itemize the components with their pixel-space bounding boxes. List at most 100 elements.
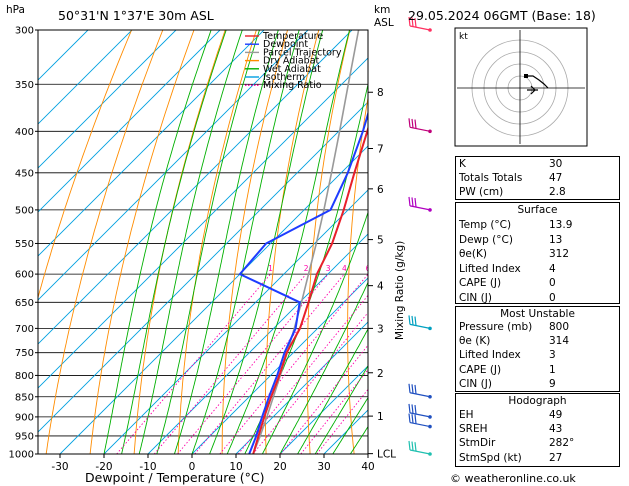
km-unit-label: km — [374, 4, 391, 16]
legend-label-2: Parcel Trajectory — [263, 47, 342, 58]
pressure-tick-label-700: 700 — [15, 324, 34, 335]
surface-value-5: 0 — [549, 291, 556, 304]
surface-label-2: θe(K) — [459, 248, 487, 260]
temp-tick-label--10: -10 — [139, 461, 156, 473]
mixing-ratio-line-4 — [194, 273, 345, 454]
temp-tick-label--20: -20 — [95, 461, 112, 473]
x-axis-title: Dewpoint / Temperature (°C) — [85, 470, 265, 485]
legend-item-5: Isotherm — [245, 72, 305, 83]
pressure-tick-label-500: 500 — [15, 205, 34, 216]
wet-adiabat-8 — [226, 30, 350, 454]
temperature-line — [252, 125, 368, 454]
hodograph-table-value-3: 27 — [549, 451, 563, 464]
surface-box: Surface Temp (°C) 13.9 Dewp (°C) 13 θe(K) 312… — [455, 202, 620, 304]
surface-value-3: 4 — [549, 262, 556, 275]
parcel-trajectory-line — [252, 30, 360, 454]
legend-item-2: Parcel Trajectory — [245, 47, 342, 58]
mixing-ratio-label-15: 15 — [420, 264, 430, 273]
temp-tick-label--30: -30 — [51, 461, 68, 473]
pressure-tick-label-800: 800 — [15, 371, 34, 382]
dry-adiabat-330 — [425, 30, 444, 454]
dry-adiabat-240 — [45, 30, 164, 454]
wet-adiabat-16 — [261, 211, 368, 454]
surface-value-0: 13.9 — [549, 219, 573, 231]
wet-adiabat-4 — [209, 30, 324, 454]
isotherm-20 — [279, 365, 368, 454]
most-unstable-value-1: 314 — [549, 335, 570, 348]
wet-adiabat--8 — [156, 30, 260, 454]
km-tick-label-5: 5 — [377, 235, 384, 247]
dry-adiabat-270 — [177, 30, 257, 454]
asl-unit-label: ASL — [374, 17, 394, 29]
legend-item-0: Temperature — [245, 31, 323, 42]
km-tick-label-LCL: LCL — [377, 449, 396, 461]
indices-label-1: Totals Totals — [459, 172, 523, 184]
datetime-label: 29.05.2024 06GMT (Base: 18) — [408, 8, 596, 23]
km-tick-label-7: 7 — [377, 143, 384, 155]
most-unstable-label-3: CAPE (J) — [459, 363, 502, 376]
isotherm-0 — [191, 277, 368, 454]
hodograph-table-box: Hodograph EH 49 SREH 43 StmDir 282° StmSpd (kt… — [455, 393, 620, 467]
hodograph-table-value-2: 282° — [549, 437, 575, 450]
pressure-unit-label: hPa — [6, 4, 25, 16]
most-unstable-value-2: 3 — [549, 349, 556, 362]
hodograph-unit-label: kt — [459, 32, 468, 42]
most-unstable-title: Most Unstable — [500, 308, 575, 320]
mixing-ratio-line-20 — [300, 368, 368, 454]
pressure-tick-label-750: 750 — [15, 348, 34, 359]
temp-tick-label-20: 20 — [273, 461, 286, 473]
wet-adiabat-20 — [279, 281, 368, 454]
isotherm--30 — [59, 145, 368, 454]
pressure-tick-label-400: 400 — [15, 127, 34, 138]
dry-adiabat-250 — [89, 30, 195, 454]
legend-item-1: Dewpoint — [245, 39, 308, 50]
legend-label-1: Dewpoint — [263, 39, 308, 50]
legend-label-3: Dry Adiabat — [263, 56, 320, 67]
isotherm--50 — [38, 57, 368, 389]
surface-label-1: Dewp (°C) — [459, 233, 513, 246]
hodograph-start-marker — [524, 74, 528, 78]
isotherm--90 — [38, 30, 221, 213]
surface-value-1: 13 — [549, 233, 563, 246]
indices-label-0: K — [459, 158, 466, 170]
km-tick-label-1: 1 — [377, 411, 384, 423]
website-label[interactable]: © weatheronline.co.uk — [450, 472, 576, 485]
legend-item-4: Wet Adiabat — [245, 64, 321, 75]
plot-frame — [37, 29, 369, 455]
surface-label-5: CIN (J) — [459, 291, 492, 304]
surface-value-2: 312 — [549, 248, 570, 260]
wet-adiabat-24 — [297, 328, 368, 454]
hodograph-table-label-0: EH — [459, 409, 474, 421]
pressure-tick-label-450: 450 — [15, 168, 34, 179]
hodograph-table-label-2: StmDir — [459, 437, 496, 450]
isotherm-10 — [235, 321, 368, 454]
legend-label-6: Mixing Ratio — [263, 80, 322, 91]
pressure-tick-label-900: 900 — [15, 412, 34, 423]
isotherm--110 — [38, 30, 133, 125]
most-unstable-value-3: 1 — [549, 363, 556, 376]
hodograph-table-value-0: 49 — [549, 409, 563, 421]
hodograph-trace — [527, 75, 549, 89]
pressure-tick-label-650: 650 — [15, 298, 34, 309]
pressure-tick-label-950: 950 — [15, 431, 34, 442]
dewpoint-line — [238, 110, 368, 454]
dry-adiabat-310 — [347, 95, 368, 454]
most-unstable-label-4: CIN (J) — [459, 377, 492, 390]
storm-motion-marker — [527, 85, 538, 95]
wind-barb-400 — [408, 118, 432, 134]
surface-value-4: 0 — [549, 277, 556, 289]
pressure-tick-label-600: 600 — [15, 270, 34, 281]
km-tick-label-3: 3 — [377, 323, 384, 335]
indices-value-2: 2.8 — [549, 186, 566, 198]
indices-label-2: PW (cm) — [459, 186, 504, 198]
wet-adiabat--20 — [103, 30, 212, 454]
temp-tick-label-30: 30 — [317, 461, 330, 473]
dry-adiabat-280 — [221, 30, 289, 454]
mixing-ratio-axis-title: Mixing Ratio (g/kg) — [394, 240, 406, 340]
hodograph-table-value-1: 43 — [549, 423, 563, 436]
most-unstable-label-0: Pressure (mb) — [459, 321, 533, 333]
mixing-ratio-label-2: 2 — [304, 264, 309, 273]
km-tick-label-8: 8 — [377, 87, 384, 99]
wet-adiabat-0 — [191, 30, 300, 454]
hodograph-table-label-1: SREH — [459, 423, 488, 436]
